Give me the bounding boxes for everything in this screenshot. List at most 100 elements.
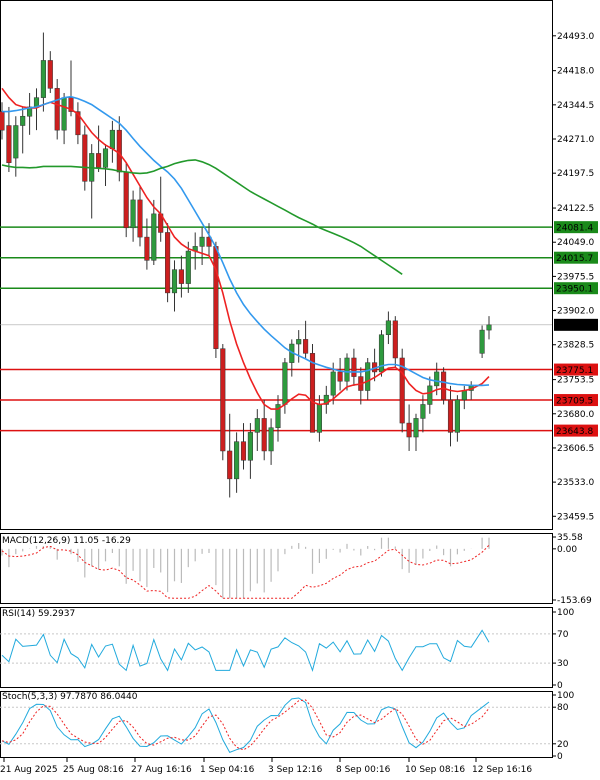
panel-frame-0 xyxy=(0,0,553,530)
rsi-tick-label: 0 xyxy=(557,681,563,691)
candle-body xyxy=(165,232,171,294)
x-tick-label: 8 Sep 00:16 xyxy=(336,765,391,775)
candle-body xyxy=(275,404,281,428)
candle-body xyxy=(61,97,67,131)
rsi-title: RSI(14) 59.2937 xyxy=(1,609,77,619)
candle-body xyxy=(323,394,329,405)
candle-body xyxy=(378,334,385,373)
x-tick-label: 12 Sep 16:16 xyxy=(472,765,532,775)
macd-tick-label: 0.00 xyxy=(557,545,577,555)
candle-body xyxy=(27,106,33,117)
current-price-label: 23871.3 xyxy=(556,321,593,331)
candle-body xyxy=(13,125,19,159)
candle-body xyxy=(392,320,398,359)
price-tick-label: 24049.0 xyxy=(557,238,594,248)
panel-frame-1 xyxy=(0,533,553,604)
price-tick-label: 23828.5 xyxy=(557,341,594,351)
x-tick-label: 10 Sep 08:16 xyxy=(405,765,465,775)
candle-body xyxy=(303,339,309,354)
candle-body xyxy=(82,134,88,182)
candle-body xyxy=(144,236,150,261)
x-tick-label: 1 Sep 04:16 xyxy=(200,765,255,775)
support-level-2-badge xyxy=(554,394,598,407)
stoch-tick-label: 100 xyxy=(557,691,574,701)
candle-body xyxy=(486,324,492,331)
candle-body xyxy=(316,404,322,433)
candle-body xyxy=(130,199,136,229)
support-level-1-badge xyxy=(554,363,598,376)
candle-body xyxy=(330,371,336,396)
candle-body xyxy=(151,213,157,261)
x-tick-label: 3 Sep 12:16 xyxy=(268,765,323,775)
rsi-tick-label: 70 xyxy=(557,630,569,640)
macd-signal-line xyxy=(1,544,490,599)
candle-body xyxy=(261,418,267,452)
candle-body xyxy=(178,269,184,284)
x-tick-label: 21 Aug 2025 xyxy=(0,765,58,775)
candle-body xyxy=(137,199,143,238)
candle-body xyxy=(240,441,247,461)
candle-body xyxy=(206,236,212,247)
price-tick-label: 24122.5 xyxy=(557,204,594,214)
candle-body xyxy=(434,371,440,387)
candle-body xyxy=(20,115,26,126)
candle-body xyxy=(47,60,53,89)
candle-body xyxy=(427,385,433,405)
candle-body xyxy=(385,320,391,335)
moving-average-2 xyxy=(2,95,490,387)
candle-body xyxy=(447,399,454,433)
candle-body xyxy=(171,269,178,294)
candle-body xyxy=(268,427,274,452)
panel-frame-2 xyxy=(0,607,553,688)
price-tick-label: 23753.5 xyxy=(557,376,594,386)
candle-body xyxy=(309,353,316,433)
candle-body xyxy=(365,362,371,391)
resistance-level-2-badge xyxy=(554,251,598,264)
moving-average-3 xyxy=(1,159,403,275)
candle-body xyxy=(351,357,357,377)
candle-body xyxy=(0,111,5,131)
candle-body xyxy=(68,97,74,112)
stoch-tick-label: 80 xyxy=(557,703,569,713)
support-level-2-label: 23709.5 xyxy=(556,397,593,407)
price-tick-label: 23606.5 xyxy=(557,444,594,454)
resistance-level-2-label: 24015.7 xyxy=(556,254,593,264)
candle-body xyxy=(75,111,81,136)
candle-body xyxy=(479,329,485,354)
candle-body xyxy=(344,357,350,382)
support-level-3-label: 23643.8 xyxy=(556,427,593,437)
candle-body xyxy=(441,371,447,401)
candle-body xyxy=(185,250,191,284)
current-price-badge xyxy=(554,318,598,331)
resistance-level-3-label: 23950.1 xyxy=(556,285,593,295)
macd-tick-label: 35.58 xyxy=(557,533,583,543)
candle-body xyxy=(220,348,226,452)
price-tick-label: 23902.0 xyxy=(557,307,594,317)
candle-body xyxy=(337,371,343,382)
x-tick-label: 27 Aug 16:16 xyxy=(131,765,192,775)
support-level-3-badge xyxy=(554,424,598,437)
stoch-tick-label: 20 xyxy=(557,740,569,750)
resistance-level-3-badge xyxy=(554,282,598,295)
stoch-k-line xyxy=(1,697,490,754)
candle-body xyxy=(96,153,102,168)
stoch-d-line xyxy=(1,699,490,751)
candle-body xyxy=(254,418,260,433)
rsi-tick-label: 30 xyxy=(557,659,569,669)
candle-body xyxy=(420,404,426,419)
candle-body xyxy=(413,418,419,438)
candle-body xyxy=(296,339,302,345)
rsi-line xyxy=(1,629,490,673)
price-tick-label: 23680.0 xyxy=(557,410,594,420)
stoch-tick-label: 0 xyxy=(557,752,563,762)
candle-body xyxy=(102,148,109,168)
price-tick-label: 24197.5 xyxy=(557,169,594,179)
price-tick-label: 23975.5 xyxy=(557,272,594,282)
price-tick-label: 24344.5 xyxy=(557,101,594,111)
price-tick-label: 23533.0 xyxy=(557,478,594,488)
candle-body xyxy=(399,357,405,424)
candle-body xyxy=(406,422,412,438)
candle-body xyxy=(454,399,460,433)
